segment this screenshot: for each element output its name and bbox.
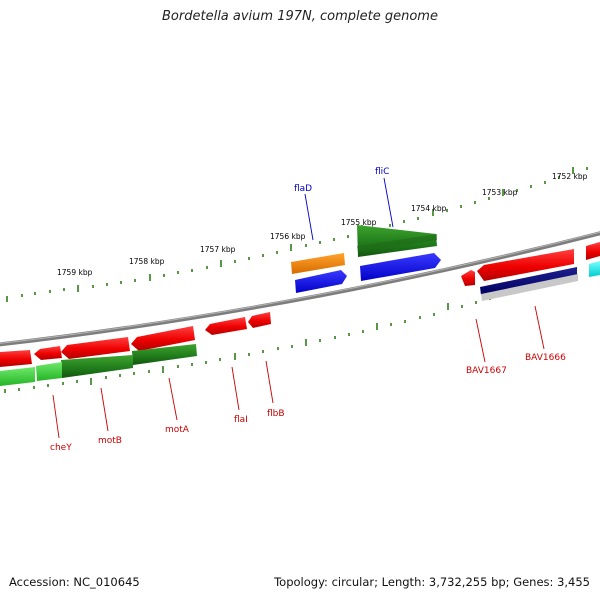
scale-label-1759: 1759 kbp [57,268,93,277]
outer-scale-ticks [6,167,588,302]
gene-fliC[interactable] [357,225,437,257]
label-flaD: flaD [294,184,312,194]
accession-text: Accession: NC_010645 [9,575,140,589]
label-flbB: flbB [267,409,285,419]
scale-label-1755: 1755 kbp [341,218,377,227]
gene-right-cyan[interactable] [589,261,600,277]
genome-stats-text: Topology: circular; Length: 3,732,255 bp… [274,575,590,589]
label-motB: motB [98,436,122,446]
gene-small-red[interactable] [461,270,475,286]
gene-right-red[interactable] [586,242,600,260]
gene-flaD[interactable] [291,253,345,274]
gene-motB[interactable] [61,337,133,378]
label-BAV1666: BAV1666 [525,353,566,363]
gene-BAV1667[interactable] [477,249,574,281]
label-cheY: cheY [50,443,72,453]
genome-backbone [0,231,600,347]
label-flaI: flaI [234,415,248,425]
gene-motA[interactable] [131,326,197,365]
gene-left-red[interactable] [0,350,35,386]
gene-BAV1666[interactable] [480,267,578,301]
scale-label-1756: 1756 kbp [270,232,306,241]
scale-label-1752: 1752 kbp [552,172,588,181]
gene-cheY[interactable] [34,346,62,381]
gene-label-group: flaD fliC cheY motB motA flaI flbB BAV16… [50,167,566,453]
label-fliC: fliC [375,167,389,177]
gene-fliC-partner[interactable] [360,253,441,281]
scale-label-1753: 1753 kbp [482,188,518,197]
gene-flaD-partner[interactable] [295,270,347,293]
scale-label-1757: 1757 kbp [200,245,236,254]
scale-label-1754: 1754 kbp [411,204,447,213]
scale-label-1758: 1758 kbp [129,257,165,266]
label-motA: motA [165,425,190,435]
label-BAV1667: BAV1667 [466,366,507,376]
gene-flbB[interactable] [248,312,271,328]
map-title: Bordetella avium 197N, complete genome [162,9,438,24]
gene-flaI[interactable] [205,317,247,335]
scale-labels: 1759 kbp 1758 kbp 1757 kbp 1756 kbp 1755… [57,172,588,277]
